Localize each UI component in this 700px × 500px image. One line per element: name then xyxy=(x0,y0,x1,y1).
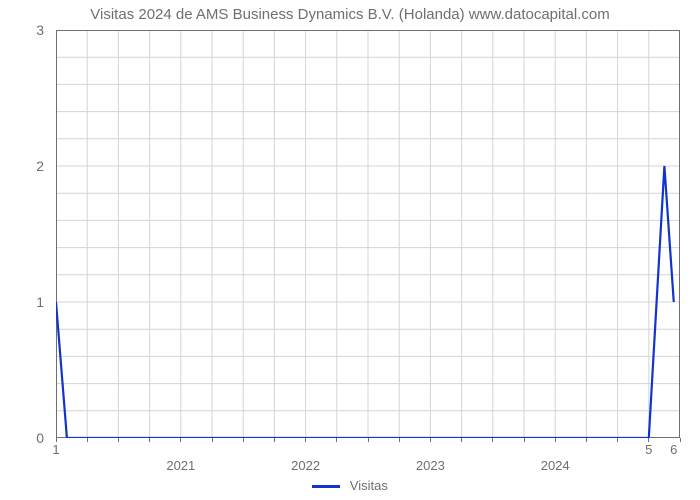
legend-label: Visitas xyxy=(350,478,388,493)
x-tick-year-label: 2024 xyxy=(541,458,570,473)
x-tick-mark xyxy=(149,438,150,442)
x-tick-year-label: 2023 xyxy=(416,458,445,473)
x-tick-lower-label: 6 xyxy=(670,442,677,457)
x-tick-mark xyxy=(56,438,57,442)
x-tick-mark xyxy=(180,438,181,442)
x-tick-mark xyxy=(212,438,213,442)
x-tick-mark xyxy=(461,438,462,442)
x-tick-mark xyxy=(87,438,88,442)
chart-svg xyxy=(56,30,680,438)
x-tick-mark xyxy=(492,438,493,442)
y-tick-label: 2 xyxy=(0,158,44,174)
x-tick-mark xyxy=(648,438,649,442)
x-tick-mark xyxy=(118,438,119,442)
x-tick-mark xyxy=(274,438,275,442)
x-tick-mark xyxy=(305,438,306,442)
y-tick-label: 0 xyxy=(0,430,44,446)
x-tick-mark xyxy=(524,438,525,442)
x-tick-mark xyxy=(555,438,556,442)
x-tick-mark xyxy=(586,438,587,442)
x-tick-year-label: 2022 xyxy=(291,458,320,473)
x-tick-mark xyxy=(430,438,431,442)
chart-title: Visitas 2024 de AMS Business Dynamics B.… xyxy=(0,6,700,23)
x-tick-lower-label: 1 xyxy=(52,442,59,457)
x-tick-mark xyxy=(680,438,681,442)
legend: Visitas xyxy=(0,478,700,493)
x-tick-lower-label: 5 xyxy=(645,442,652,457)
x-tick-year-label: 2021 xyxy=(166,458,195,473)
x-tick-mark xyxy=(617,438,618,442)
y-tick-label: 1 xyxy=(0,294,44,310)
x-tick-mark xyxy=(336,438,337,442)
x-tick-mark xyxy=(399,438,400,442)
line-chart: Visitas 2024 de AMS Business Dynamics B.… xyxy=(0,0,700,500)
legend-swatch xyxy=(312,485,340,488)
y-tick-label: 3 xyxy=(0,22,44,38)
x-tick-mark xyxy=(368,438,369,442)
x-tick-mark xyxy=(243,438,244,442)
plot-area xyxy=(56,30,680,438)
